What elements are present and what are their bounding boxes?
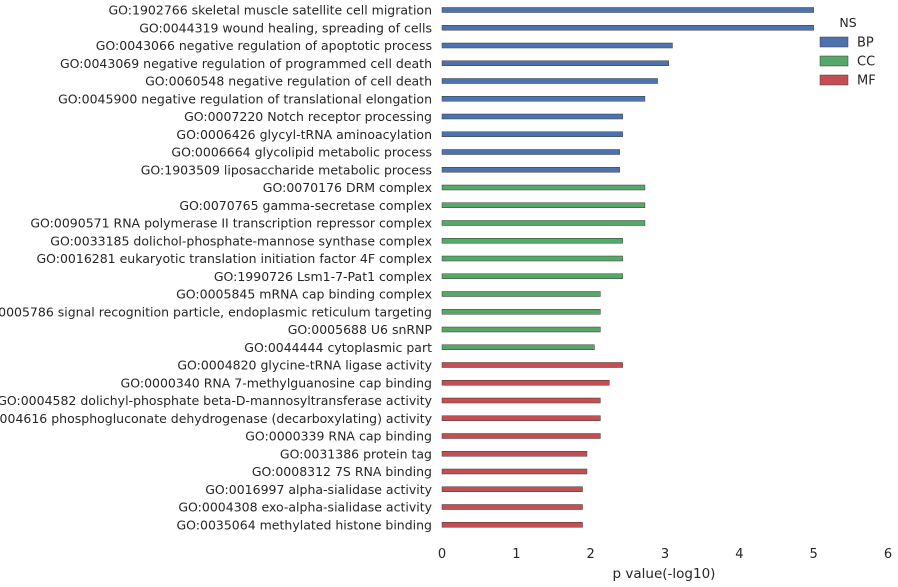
x-tick-label: 0 (438, 547, 446, 562)
legend-swatch (819, 36, 849, 48)
category-label: GO:0007220 Notch receptor processing (184, 109, 432, 124)
x-ticks-group: 0 1 2 3 4 5 6 (438, 547, 892, 562)
bar-mf (441, 486, 583, 492)
bar-cc (441, 273, 623, 279)
bar-cc (441, 255, 623, 262)
bar-mf (441, 433, 601, 439)
x-tick-label: 2 (587, 547, 595, 562)
category-label: GO:0044319 wound healing, spreading of c… (139, 20, 432, 35)
category-label: GO:0005845 mRNA cap binding complex (176, 287, 432, 302)
bar-bp (441, 167, 620, 173)
category-label: GO:0045900 negative regulation of transl… (58, 91, 432, 106)
bar-bp (441, 25, 814, 31)
category-label: GO:0005688 U6 snRNP (288, 322, 433, 337)
bar-bp (441, 7, 814, 13)
category-label: GO:0005786 signal recognition particle, … (0, 304, 432, 319)
category-label: GO:0000340 RNA 7-methylguanosine cap bin… (121, 375, 432, 390)
category-label: GO:0008312 7S RNA binding (252, 464, 432, 479)
bar-mf (441, 380, 610, 386)
category-label: GO:1903509 liposaccharide metabolic proc… (141, 162, 432, 177)
category-label: GO:0033185 dolichol-phosphate-mannose sy… (50, 233, 432, 248)
bar-mf (441, 504, 583, 510)
category-label: GO:0016281 eukaryotic translation initia… (36, 251, 432, 266)
bar-cc (441, 220, 646, 226)
legend-label: MF (857, 74, 876, 89)
bar-cc (441, 326, 601, 333)
bar-mf (441, 451, 588, 457)
bar-bp (441, 60, 669, 66)
legend-label: CC (857, 55, 875, 70)
legend-label: BP (857, 36, 874, 51)
bar-cc (441, 184, 646, 191)
category-label: GO:0090571 RNA polymerase II transcripti… (30, 216, 432, 231)
category-label: GO:0060548 negative regulation of cell d… (145, 74, 432, 89)
x-tick-label: 4 (735, 547, 743, 562)
category-label: GO:0070176 DRM complex (263, 180, 432, 195)
category-label: GO:0004582 dolichyl-phosphate beta-D-man… (0, 393, 433, 408)
bar-bp (441, 42, 673, 49)
category-label: GO:1902766 skeletal muscle satellite cel… (108, 3, 432, 18)
bar-mf (441, 362, 623, 368)
bar-cc (441, 202, 646, 208)
category-label: GO:0044444 cytoplasmic part (244, 340, 432, 355)
bar-cc (441, 238, 623, 244)
bars-group (441, 7, 814, 528)
x-tick-label: 5 (810, 547, 818, 562)
bar-bp (441, 96, 646, 102)
x-tick-label: 3 (661, 547, 669, 562)
category-label: GO:1990726 Lsm1-7-Pat1 complex (214, 269, 432, 284)
category-label: GO:0035064 methylated histone binding (176, 517, 432, 532)
category-label: GO:0004616 phosphogluconate dehydrogenas… (0, 411, 433, 426)
bar-bp (441, 131, 623, 137)
bar-cc (441, 291, 601, 297)
category-labels-group: GO:1902766 skeletal muscle satellite cel… (0, 3, 433, 533)
x-axis-label: p value(-log10) (613, 566, 716, 582)
category-label: GO:0043066 negative regulation of apopto… (96, 38, 432, 53)
bar-cc (441, 309, 601, 315)
category-label: GO:0031386 protein tag (280, 446, 432, 461)
bar-bp (441, 78, 658, 84)
category-label: GO:0043069 negative regulation of progra… (60, 56, 432, 71)
bar-mf (441, 415, 601, 421)
category-label: GO:0006664 glycolipid metabolic process (171, 145, 432, 160)
bar-bp (441, 113, 623, 120)
category-label: GO:0006426 glycyl-tRNA aminoacylation (176, 127, 432, 142)
x-tick-label: 1 (512, 547, 520, 562)
x-tick-label: 6 (884, 547, 892, 562)
legend-swatch (819, 74, 849, 86)
legend-title: NS (839, 15, 856, 30)
bar-cc (441, 344, 595, 350)
bar-mf (441, 468, 588, 475)
legend-swatch (819, 55, 849, 67)
bar-mf (441, 522, 583, 528)
category-label: GO:0004820 glycine-tRNA ligase activity (177, 358, 432, 373)
bar-mf (441, 397, 601, 404)
category-label: GO:0070765 gamma-secretase complex (179, 198, 432, 213)
category-label: GO:0016997 alpha-sialidase activity (205, 482, 432, 497)
category-label: GO:0000339 RNA cap binding (245, 429, 432, 444)
category-label: GO:0004308 exo-alpha-sialidase activity (178, 500, 432, 515)
bar-bp (441, 149, 620, 155)
